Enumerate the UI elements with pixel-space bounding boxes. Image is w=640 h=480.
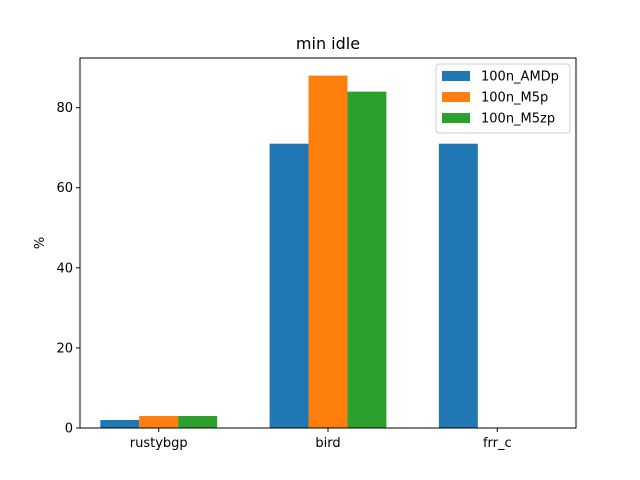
bar-100n_AMDp-rustybgp: [100, 419, 140, 428]
bar-100n_M5p-bird: [308, 75, 348, 428]
y-tick-label: 20: [56, 341, 73, 356]
bar-100n_M5zp-bird: [347, 91, 387, 429]
y-tick-label: 0: [65, 422, 73, 437]
bar-100n_M5p-rustybgp: [139, 415, 179, 428]
x-tick-label-frr_c: frr_c: [483, 436, 512, 451]
chart-title: min idle: [296, 34, 360, 53]
legend-label-100n_AMDp: 100n_AMDp: [481, 70, 559, 85]
y-tick-label: 40: [56, 261, 73, 276]
x-tick-label-bird: bird: [315, 436, 340, 451]
legend-label-100n_M5p: 100n_M5p: [481, 91, 548, 106]
y-tick-label: 80: [56, 101, 73, 116]
x-tick-label-rustybgp: rustybgp: [130, 436, 188, 451]
bar-100n_AMDp-frr_c: [438, 143, 478, 429]
legend-swatch-100n_AMDp: [442, 71, 470, 81]
bars-group: [100, 75, 478, 429]
legend-label-100n_M5zp: 100n_M5zp: [481, 112, 555, 127]
y-tick-label: 60: [56, 181, 73, 196]
x-axis: rustybgp bird frr_c: [130, 428, 512, 451]
y-axis: 0 20 40 60 80: [56, 101, 80, 437]
legend-swatch-100n_M5p: [442, 92, 470, 102]
y-axis-label: %: [33, 237, 48, 249]
bar-100n_M5zp-rustybgp: [178, 415, 218, 428]
legend: 100n_AMDp 100n_M5p 100n_M5zp: [435, 63, 571, 134]
bar-100n_AMDp-bird: [269, 143, 309, 429]
legend-swatch-100n_M5zp: [442, 113, 470, 123]
